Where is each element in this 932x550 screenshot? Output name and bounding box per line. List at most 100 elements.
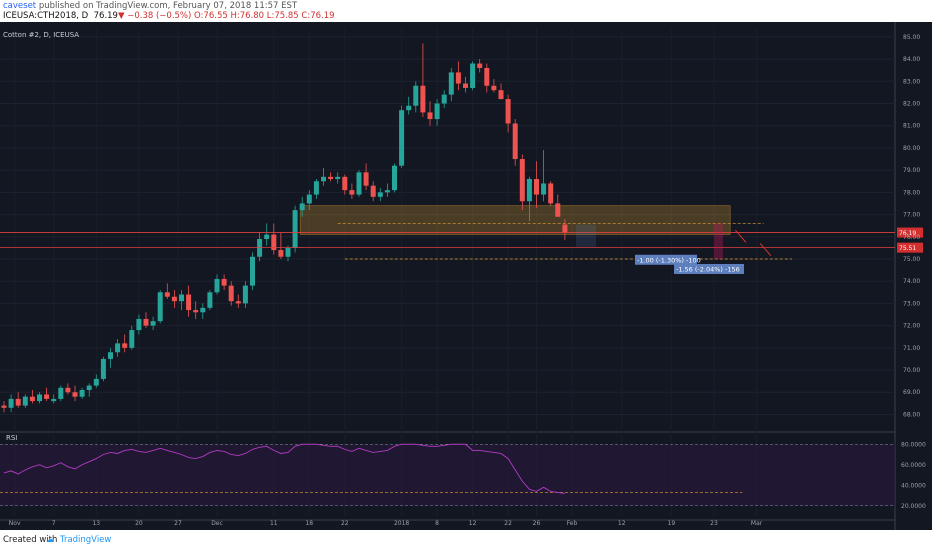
rsi-label: RSI [6,434,17,442]
candle-body [342,176,348,191]
candle-body [207,292,213,308]
price-tick: 72.00 [903,323,920,330]
candle-body [335,176,341,180]
time-tick: 7 [52,520,56,527]
candle-body [228,285,234,302]
price-tick: 78.00 [903,189,920,196]
published-text: published on TradingView.com, February 0… [38,1,298,11]
created-with-text: Created with [3,535,58,545]
candle-body [186,294,192,311]
candle-body [29,396,35,402]
candle-body [306,194,312,204]
rsi-tick: 20.0000 [901,503,926,510]
rsi-band [0,444,895,506]
candle-body [299,203,305,211]
candle-body [370,185,376,197]
candle-body [562,224,568,233]
candle-body [164,292,170,297]
publish-line: caveset published on TradingView.com, Fe… [3,1,297,11]
tradingview-brand[interactable]: TradingView [60,535,112,545]
pane-label: Cotton #2, D, ICEUSA [3,31,79,39]
rsi-tick: 40.0000 [901,482,926,489]
candle-body [58,387,64,399]
candle-body [463,83,468,88]
candle-body [79,390,85,397]
candle-body [356,172,362,195]
candle-body [526,179,532,202]
candle-body [108,352,113,359]
measure-box [714,223,723,259]
time-tick: 26 [533,520,541,527]
time-tick: 13 [92,520,100,527]
candle-body [498,90,504,100]
ticker: ICEUSA:CTH2018, D [3,11,89,21]
publisher-link[interactable]: caveset [3,1,37,11]
candle-body [384,190,390,193]
rsi-tick: 80.0000 [901,441,926,448]
candle-body [434,103,440,120]
measure-label-bg [635,254,697,265]
candle-body [235,301,241,304]
candle-body [214,278,220,293]
last-price: 76.19 [93,11,118,21]
candle-body [328,176,334,180]
candle-body [477,63,483,68]
candle-body [484,67,490,86]
price-change: −0.38 (−0.5%) [127,11,192,21]
candle-body [1,405,7,408]
candle-body [377,192,383,197]
candle-body [100,358,106,379]
price-tick: 83.00 [903,78,920,85]
candle-body [200,307,206,313]
candle-body [193,310,199,313]
candle-body [392,165,397,191]
price-tick: 79.00 [903,167,920,174]
candle-body [505,99,511,124]
price-level-tag-text: 76.19 [899,230,916,237]
time-tick: 12 [618,520,626,527]
measure-label-bg [674,263,744,274]
candle-body [548,183,554,204]
rsi-tick: 60.0000 [901,462,926,469]
candle-body [72,392,78,397]
measure-label: -1.56 (-2.04%) -156 [676,265,740,273]
time-tick: 11 [270,520,278,527]
price-tick: 69.00 [903,389,920,396]
tradingview-logo-icon: ☁ [46,535,55,545]
price-tick: 84.00 [903,56,920,63]
candle-body [122,343,128,348]
down-arrow-line [759,243,772,256]
candle-body [363,172,369,186]
time-tick: Dec [211,520,223,527]
candle-body [242,285,248,304]
candle-body [420,85,426,113]
time-tick: Feb [567,520,578,527]
time-tick: 2018 [394,520,409,527]
candle-body [264,234,270,239]
price-level-tag [897,227,923,238]
time-tick: Mar [751,520,763,527]
candle-body [292,210,298,248]
time-tick: 20 [135,520,143,527]
candle-body [51,398,57,402]
time-tick: 23 [710,520,718,527]
price-tick: 74.00 [903,278,920,285]
candle-body [37,394,42,402]
price-level-tag-text: 75.51 [899,245,916,252]
candle-body [271,234,277,251]
price-tick: 75.00 [903,256,920,263]
footer: Created with ☁ TradingView [0,530,932,550]
candle-body [129,330,135,348]
candle-body [441,94,447,104]
candle-body [93,378,99,386]
candle-body [519,159,525,202]
candle-body [171,296,177,302]
price-chart[interactable]: 76.19 75.51 -1.00 (-1.30%) -100-1.56 (-2.0… [0,22,932,530]
candle-body [399,110,405,166]
price-level-tag [897,242,923,253]
time-tick: 22 [341,520,349,527]
chart-header: caveset published on TradingView.com, Fe… [0,0,932,22]
time-tick: 27 [174,520,182,527]
price-tick: 76.00 [903,234,920,241]
price-tick: 77.00 [903,212,920,219]
